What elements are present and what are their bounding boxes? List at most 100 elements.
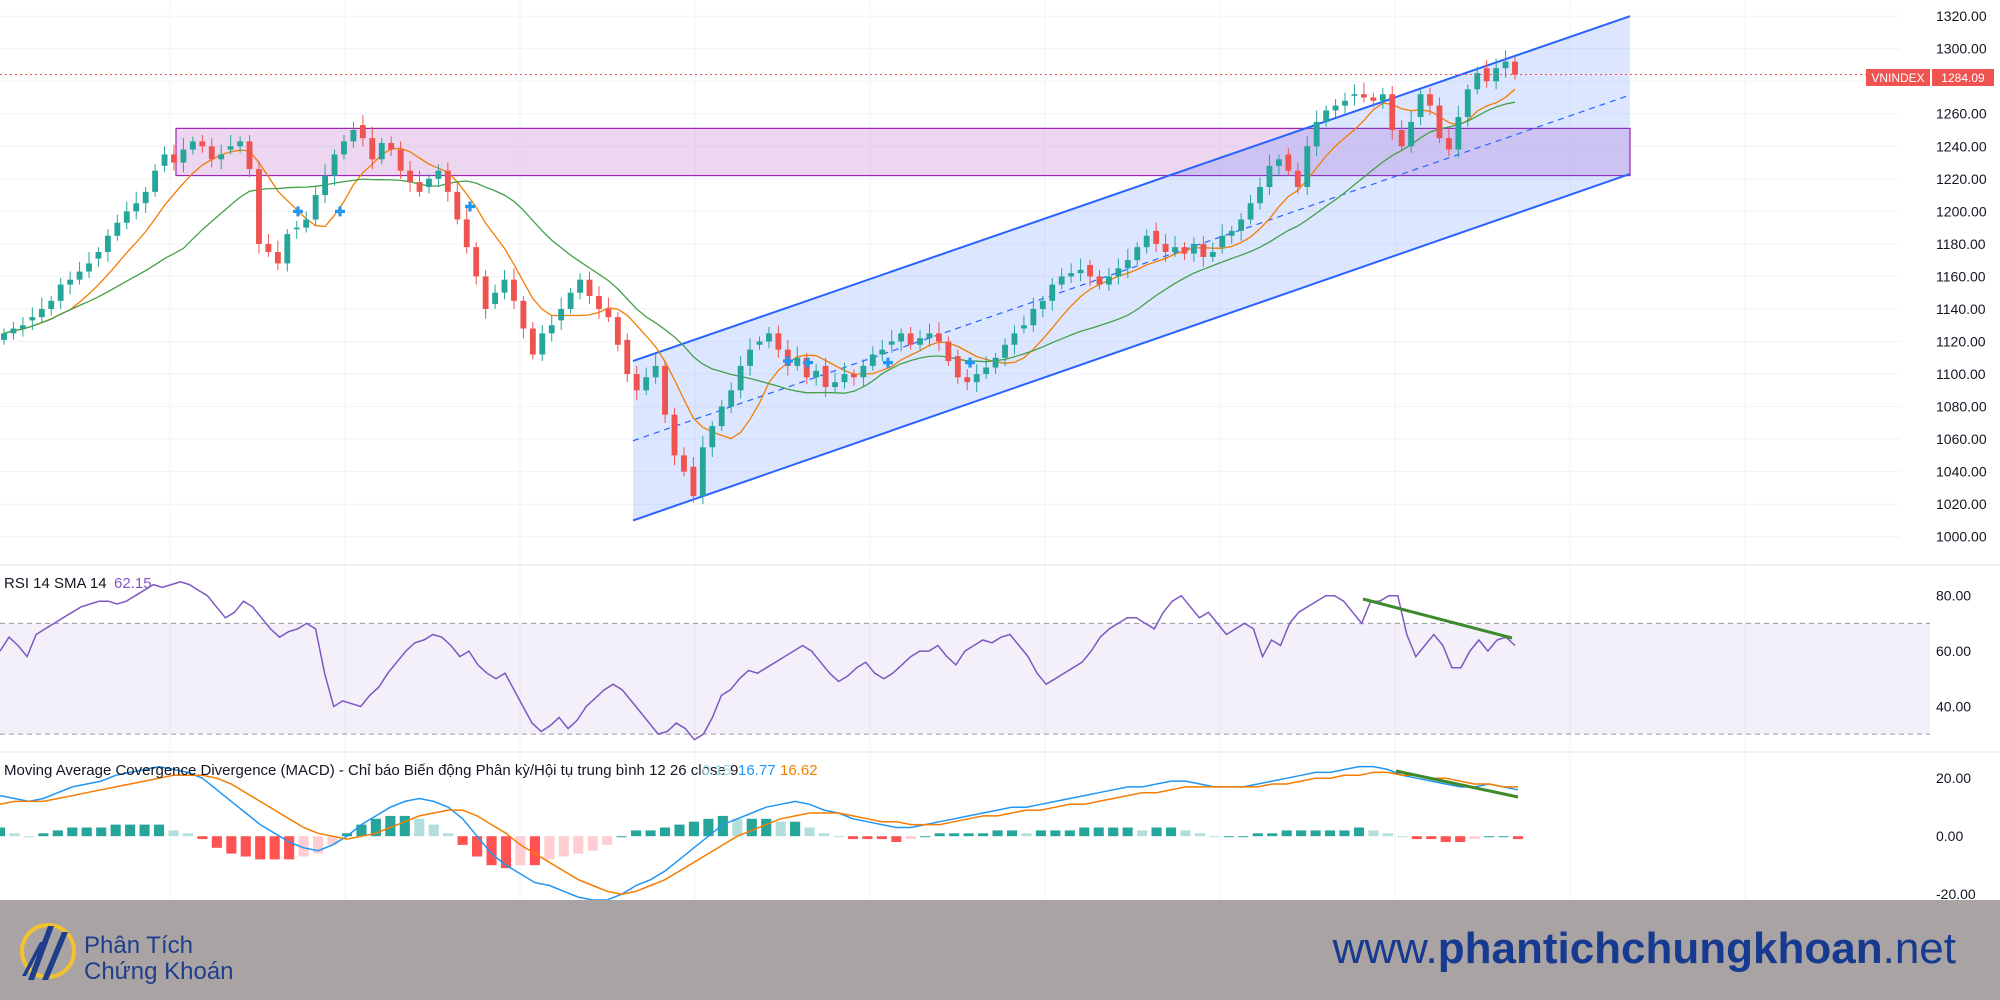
buy-marker-icon bbox=[465, 201, 475, 212]
candle-body bbox=[652, 365, 659, 378]
brand-logo[interactable]: Phân Tích Chứng Khoán bbox=[20, 918, 260, 988]
candle-body bbox=[1124, 260, 1131, 269]
macd-histogram-bar bbox=[1440, 836, 1451, 842]
candle-body bbox=[104, 235, 111, 253]
candle-body bbox=[907, 333, 914, 345]
rsi-tick-label: 60.00 bbox=[1936, 643, 1971, 659]
price-tick-label: 1220.00 bbox=[1936, 171, 1987, 187]
trend-channel[interactable] bbox=[632, 15, 1631, 522]
candle-body bbox=[312, 195, 319, 220]
macd-pane[interactable]: Moving Average Covergence Divergence (MA… bbox=[0, 762, 1524, 900]
price-tick-label: 1160.00 bbox=[1936, 268, 1986, 284]
resistance-zone bbox=[175, 127, 1631, 177]
macd-histogram-bar bbox=[125, 824, 136, 837]
macd-histogram-bar bbox=[992, 830, 1003, 837]
candle-body bbox=[1058, 276, 1065, 285]
symbol-tag-bg bbox=[1866, 69, 1930, 86]
symbol-tag: VNINDEX bbox=[1871, 71, 1924, 85]
price-tick-label: 1100.00 bbox=[1936, 366, 1986, 382]
candle-body bbox=[1077, 269, 1084, 274]
chart-canvas[interactable]: RSI 14 SMA 14 62.15 Moving Average Cover… bbox=[0, 0, 2000, 900]
candle-body bbox=[520, 300, 527, 329]
rsi-value: 62.15 bbox=[114, 575, 152, 592]
macd-histogram-bar bbox=[284, 836, 295, 860]
candle-body bbox=[1219, 235, 1226, 248]
url-suffix: .net bbox=[1882, 924, 1956, 973]
candle-body bbox=[964, 377, 971, 383]
macd-histogram-bar bbox=[500, 836, 512, 869]
price-tick-label: 1320.00 bbox=[1936, 8, 1987, 24]
candle-body bbox=[1323, 110, 1330, 122]
macd-histogram-bar bbox=[1064, 830, 1075, 837]
macd-tick-label: 20.00 bbox=[1936, 770, 1971, 786]
macd-histogram-bar bbox=[1310, 830, 1321, 837]
candle-body bbox=[992, 357, 999, 368]
logo-text-line1: Phân Tích bbox=[84, 932, 193, 959]
candle-body bbox=[322, 175, 329, 196]
buy-marker-icon bbox=[883, 357, 893, 368]
macd-histogram-bar bbox=[1050, 830, 1061, 837]
candle-body bbox=[38, 308, 45, 318]
candle-body bbox=[359, 125, 366, 139]
candle-body bbox=[19, 325, 26, 329]
price-tag-bg bbox=[1932, 69, 1994, 86]
macd-histogram-bar bbox=[1165, 827, 1177, 837]
price-axis[interactable]: 1000.00 1020.00 1040.00 1060.00 1080.00 1100.… bbox=[1936, 8, 1987, 900]
candle-body bbox=[926, 333, 933, 339]
website-url[interactable]: www.phantichchungkhoan.net bbox=[1333, 924, 1956, 974]
url-domain: phantichchungkhoan bbox=[1437, 924, 1883, 973]
macd-histogram-bar bbox=[486, 836, 497, 866]
macd-tick-label: -20.00 bbox=[1936, 886, 1976, 900]
macd-histogram-bar bbox=[1137, 830, 1148, 837]
macd-histogram-bar bbox=[717, 815, 728, 837]
rsi-pane[interactable]: RSI 14 SMA 14 62.15 bbox=[0, 575, 1930, 741]
macd-histogram-bar bbox=[399, 815, 410, 837]
candle-body bbox=[832, 382, 838, 388]
macd-divergence-line bbox=[1395, 769, 1519, 799]
candle-body bbox=[1455, 117, 1462, 150]
macd-histogram-bar bbox=[38, 833, 49, 837]
macd-histogram-bar bbox=[1455, 836, 1466, 842]
candle-body bbox=[341, 141, 347, 155]
macd-histogram bbox=[0, 815, 1524, 869]
macd-histogram-bar bbox=[1368, 830, 1379, 837]
macd-histogram-bar bbox=[891, 836, 902, 842]
macd-histogram-bar bbox=[818, 833, 830, 837]
macd-histogram-bar bbox=[81, 827, 92, 837]
candle-body bbox=[1502, 61, 1509, 69]
candle-body bbox=[1200, 243, 1207, 257]
candle-body bbox=[1351, 94, 1358, 96]
candle-body bbox=[671, 414, 678, 456]
candle-body bbox=[501, 279, 508, 293]
macd-histogram-bar bbox=[23, 836, 34, 838]
macd-histogram-bar bbox=[529, 836, 540, 866]
macd-histogram-bar bbox=[67, 827, 78, 837]
candle-body bbox=[1427, 94, 1433, 106]
candle-body bbox=[114, 222, 121, 236]
macd-histogram-bar bbox=[963, 833, 974, 837]
candle-body bbox=[142, 191, 149, 204]
signal-line bbox=[0, 771, 1518, 895]
macd-histogram-bar bbox=[385, 815, 396, 837]
macd-histogram-bar bbox=[1397, 836, 1408, 838]
candle-body bbox=[718, 406, 725, 427]
candle-body bbox=[841, 374, 848, 383]
macd-histogram-bar bbox=[255, 836, 266, 860]
candle-body bbox=[1389, 94, 1396, 131]
price-pane[interactable] bbox=[0, 15, 1866, 522]
buy-marker-icon bbox=[335, 206, 345, 217]
price-tick-label: 1180.00 bbox=[1936, 236, 1986, 252]
signal-value: 16.62 bbox=[780, 762, 818, 779]
macd-histogram-bar bbox=[52, 830, 63, 837]
candle-body bbox=[293, 227, 300, 230]
candle-body bbox=[681, 455, 687, 472]
candle-body bbox=[1285, 154, 1292, 171]
candle-body bbox=[662, 365, 668, 415]
rsi-tick-label: 80.00 bbox=[1936, 588, 1971, 604]
candle-body bbox=[246, 141, 253, 170]
macd-histogram-bar bbox=[587, 836, 598, 851]
candle-body bbox=[1512, 61, 1518, 75]
candle-body bbox=[633, 374, 640, 391]
macd-histogram-bar bbox=[659, 827, 671, 837]
macd-histogram-bar bbox=[96, 827, 107, 837]
